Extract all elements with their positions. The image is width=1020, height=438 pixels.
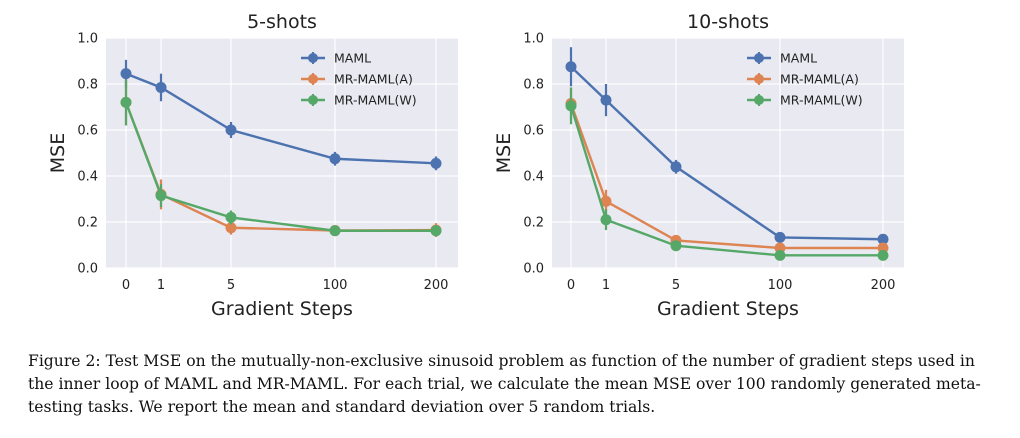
data-point — [670, 240, 682, 252]
legend-marker — [308, 74, 318, 84]
x-tick-label: 200 — [871, 278, 896, 293]
legend-marker — [754, 74, 764, 84]
data-point — [565, 100, 577, 112]
legend-label: MR-MAML(W) — [780, 93, 863, 108]
data-point — [225, 222, 237, 234]
plot-background — [552, 38, 904, 268]
y-tick-label: 0.0 — [77, 262, 98, 277]
x-axis-label: Gradient Steps — [657, 298, 799, 320]
x-tick-label: 5 — [672, 278, 680, 293]
figure: 0.0 0.2 0.4 0.6 0.8 1.0 0 1 5 100 200 5-shots Gradie… — [47, 11, 904, 320]
legend-marker — [754, 53, 764, 63]
data-point — [600, 214, 612, 226]
y-tick-label: 0.0 — [523, 262, 544, 277]
x-tick-label: 5 — [227, 278, 235, 293]
figure-caption: Figure 2: Test MSE on the mutually-non-e… — [28, 352, 981, 416]
legend-label: MR-MAML(W) — [334, 93, 417, 108]
y-tick-label: 0.2 — [77, 216, 98, 231]
y-tick-label: 0.4 — [77, 170, 98, 185]
y-tick-label: 1.0 — [523, 32, 544, 47]
data-point — [155, 81, 167, 93]
data-point — [600, 195, 612, 207]
data-point — [120, 68, 132, 80]
x-tick-label: 200 — [424, 278, 449, 293]
data-point — [430, 225, 442, 237]
legend-label: MR-MAML(A) — [334, 72, 413, 87]
plot-10-shots: 0.0 0.2 0.4 0.6 0.8 1.0 0 1 5 100 200 10-shots Gradi… — [493, 11, 904, 320]
data-point — [329, 225, 341, 237]
data-point — [877, 249, 889, 261]
chart-title: 10-shots — [687, 11, 769, 33]
data-point — [670, 161, 682, 173]
data-point — [225, 124, 237, 136]
y-tick-label: 1.0 — [77, 32, 98, 47]
y-tick-label: 0.8 — [77, 78, 98, 93]
data-point — [600, 94, 612, 106]
legend-label: MAML — [334, 51, 371, 66]
y-tick-label: 0.8 — [523, 78, 544, 93]
data-point — [329, 153, 341, 165]
x-tick-label: 0 — [122, 278, 130, 293]
x-tick-label: 100 — [768, 278, 793, 293]
legend-marker — [754, 95, 764, 105]
legend-marker — [308, 95, 318, 105]
legend-label: MAML — [780, 51, 817, 66]
y-axis-label: MSE — [47, 133, 69, 173]
data-point — [120, 96, 132, 108]
data-point — [225, 211, 237, 223]
data-point — [877, 233, 889, 245]
legend-marker — [308, 53, 318, 63]
x-axis-label: Gradient Steps — [211, 298, 353, 320]
x-tick-label: 0 — [567, 278, 575, 293]
legend-label: MR-MAML(A) — [780, 72, 859, 87]
y-axis-label: MSE — [493, 133, 515, 173]
plot-5-shots: 0.0 0.2 0.4 0.6 0.8 1.0 0 1 5 100 200 5-shots Gradie… — [47, 11, 458, 320]
data-point — [774, 231, 786, 243]
y-tick-label: 0.2 — [523, 216, 544, 231]
data-point — [774, 249, 786, 261]
x-tick-label: 100 — [323, 278, 348, 293]
x-tick-label: 1 — [157, 278, 165, 293]
x-tick-label: 1 — [602, 278, 610, 293]
y-tick-label: 0.4 — [523, 170, 544, 185]
data-point — [565, 61, 577, 73]
data-point — [155, 190, 167, 202]
y-tick-label: 0.6 — [77, 124, 98, 139]
y-tick-label: 0.6 — [523, 124, 544, 139]
chart-title: 5-shots — [247, 11, 317, 33]
data-point — [430, 157, 442, 169]
